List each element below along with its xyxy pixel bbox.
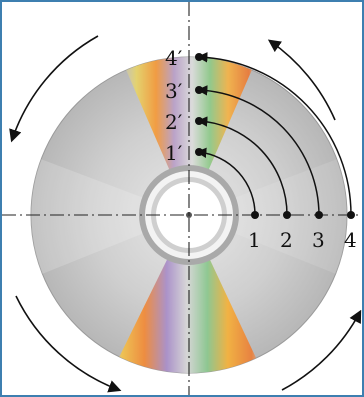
point-4 [347,211,355,219]
cd-disc [30,56,348,374]
point-arcs [195,52,352,216]
vertical-points [195,53,203,156]
arc-2-to-2prime [196,116,288,216]
point-3-prime [195,86,203,94]
curved-arrow-icon [281,309,362,391]
arc-3-to-3prime [196,85,320,216]
point-4-prime [195,53,203,61]
axes [2,2,362,395]
label-4: 4 [344,228,357,252]
point-1-prime [195,148,203,156]
point-3 [315,211,323,219]
label-2: 2 [280,228,293,252]
label-1-prime: 1′ [165,141,183,165]
arc-1-to-1prime [195,147,256,216]
point-labels: 1 2 3 4 1′ 2′ 3′ 4′ [165,46,357,252]
label-3: 3 [312,228,325,252]
point-1 [251,211,259,219]
rotation-arrows [9,35,362,393]
label-2-prime: 2′ [165,110,183,134]
horizontal-points [251,211,355,219]
arc-4-to-4prime [196,52,352,216]
point-2 [283,211,291,219]
label-1: 1 [248,228,261,252]
curved-arrow-icon [15,295,122,393]
point-2-prime [195,117,203,125]
cd-rotation-diagram: 1 2 3 4 1′ 2′ 3′ 4′ [2,2,362,395]
label-3-prime: 3′ [165,79,183,103]
curved-arrow-icon [267,39,336,121]
curved-arrow-icon [9,35,99,143]
label-4-prime: 4′ [165,46,183,70]
